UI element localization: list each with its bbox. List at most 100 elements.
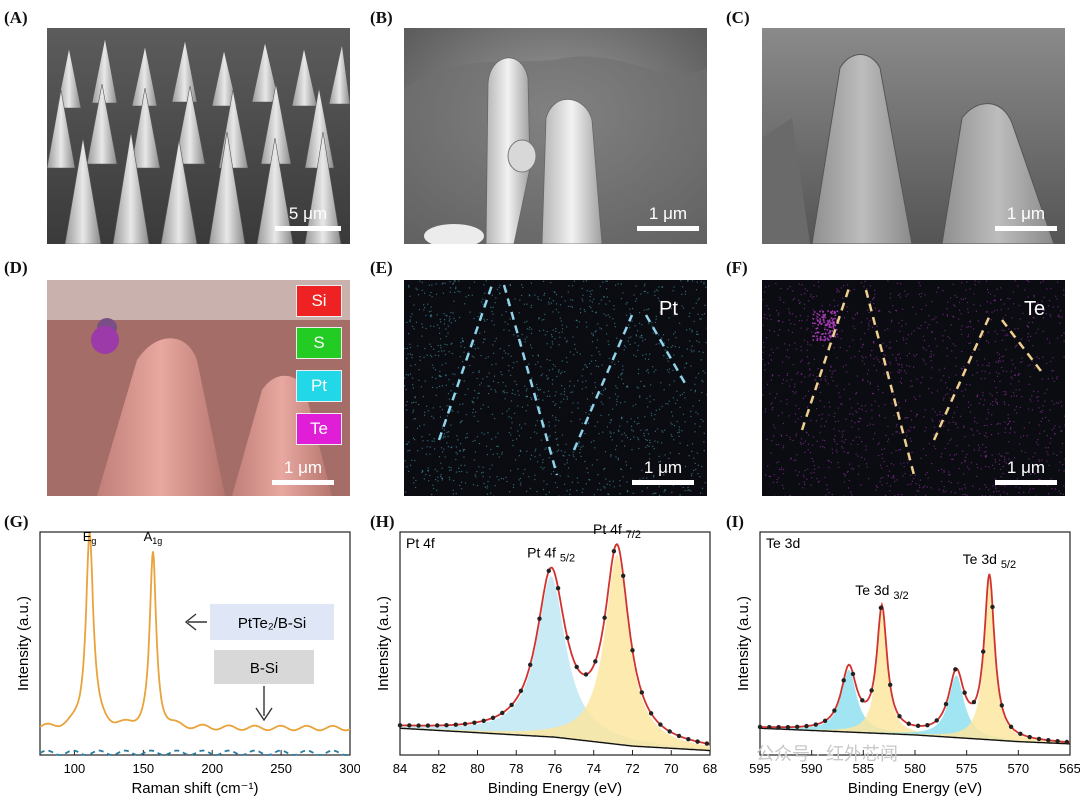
eds-dot <box>1027 326 1029 328</box>
eds-dot <box>766 305 768 307</box>
eds-dot <box>524 423 526 425</box>
eds-dot <box>509 318 511 320</box>
eds-dot <box>446 431 448 433</box>
eds-dot <box>1004 458 1006 461</box>
eds-dot <box>654 413 656 416</box>
eds-dot <box>443 350 445 352</box>
eds-dot <box>406 409 408 411</box>
eds-dot <box>811 444 814 446</box>
eds-dot <box>632 430 634 432</box>
eds-dot <box>545 493 547 496</box>
data-point <box>869 688 874 693</box>
eds-dot <box>1001 366 1003 368</box>
eds-dot <box>1063 340 1065 342</box>
eds-dot <box>986 436 988 438</box>
eds-dot <box>823 406 825 408</box>
eds-dot <box>539 330 541 332</box>
eds-dot <box>956 406 958 408</box>
eds-dot <box>993 380 996 382</box>
pillar-outline <box>864 289 916 476</box>
eds-dot <box>1012 291 1015 293</box>
data-point <box>785 724 791 730</box>
eds-dot <box>635 355 637 358</box>
eds-dot <box>514 459 517 461</box>
eds-dot <box>1060 492 1062 495</box>
eds-dot <box>1042 280 1044 282</box>
eds-dot <box>423 292 426 294</box>
eds-dot <box>415 287 417 289</box>
eds-dot <box>633 354 635 356</box>
eds-dot <box>512 486 515 489</box>
eds-dot <box>901 319 903 322</box>
eds-dot <box>564 451 566 453</box>
eds-dot <box>807 390 810 392</box>
eds-dot <box>555 438 557 440</box>
eds-dot <box>995 361 997 363</box>
eds-dot <box>530 282 533 284</box>
eds-dot <box>526 395 528 397</box>
eds-dot <box>942 399 944 401</box>
eds-dot <box>443 429 445 431</box>
eds-dot <box>534 450 536 452</box>
eds-dot <box>964 487 966 489</box>
eds-dot <box>510 400 513 402</box>
eds-dot <box>427 410 429 412</box>
eds-dot <box>1016 344 1018 346</box>
eds-dot <box>521 406 524 408</box>
eds-dot <box>795 435 797 437</box>
data-point <box>925 722 930 728</box>
eds-dot <box>985 311 988 313</box>
eds-dot <box>567 467 570 469</box>
eds-dot <box>796 454 798 456</box>
eds-dot <box>830 317 833 319</box>
eds-dot <box>825 324 828 327</box>
eds-dot <box>913 366 915 368</box>
eds-dot <box>923 360 925 362</box>
eds-dot <box>1005 314 1007 316</box>
eds-dot <box>931 418 933 420</box>
data-point <box>583 672 589 677</box>
eds-dot <box>782 445 785 447</box>
eds-dot <box>577 407 579 409</box>
eds-dot <box>445 335 447 337</box>
eds-dot <box>788 415 790 417</box>
eds-dot <box>629 327 631 329</box>
eds-dot <box>431 493 433 496</box>
eds-dot <box>843 451 845 453</box>
y-axis-label: Intensity (a.u.) <box>15 596 32 691</box>
eds-dot <box>950 482 952 484</box>
eds-dot <box>436 489 438 491</box>
eds-dot <box>960 313 962 315</box>
eds-dot <box>413 304 415 306</box>
eds-dot <box>854 355 856 358</box>
eds-dot <box>406 400 408 403</box>
eds-dot <box>486 376 488 378</box>
eds-dot <box>786 374 788 377</box>
eds-dot <box>585 280 588 282</box>
eds-dot <box>582 300 584 302</box>
eds-dot <box>683 391 685 394</box>
eds-dot <box>989 403 992 405</box>
eds-dot <box>789 313 791 315</box>
eds-dot <box>617 395 619 398</box>
eds-dot <box>634 342 636 344</box>
eds-dot <box>993 491 995 493</box>
eds-dot <box>809 452 812 454</box>
eds-dot <box>418 403 420 406</box>
eds-dot <box>515 438 518 440</box>
eds-dot <box>800 349 802 352</box>
eds-dot <box>444 343 446 345</box>
eds-dot <box>850 443 852 445</box>
eds-dot <box>458 280 460 282</box>
eds-dot <box>946 347 948 349</box>
eds-dot <box>558 369 560 371</box>
eds-dot <box>451 342 453 344</box>
peak-label: Te 3d 5/2 <box>963 551 1016 571</box>
eds-dot <box>865 449 867 451</box>
eds-dot <box>566 462 568 464</box>
eds-dot <box>411 354 413 356</box>
eds-dot <box>964 461 966 463</box>
eds-dot <box>987 409 989 411</box>
eds-dot <box>453 479 455 482</box>
eds-dot <box>552 300 555 302</box>
